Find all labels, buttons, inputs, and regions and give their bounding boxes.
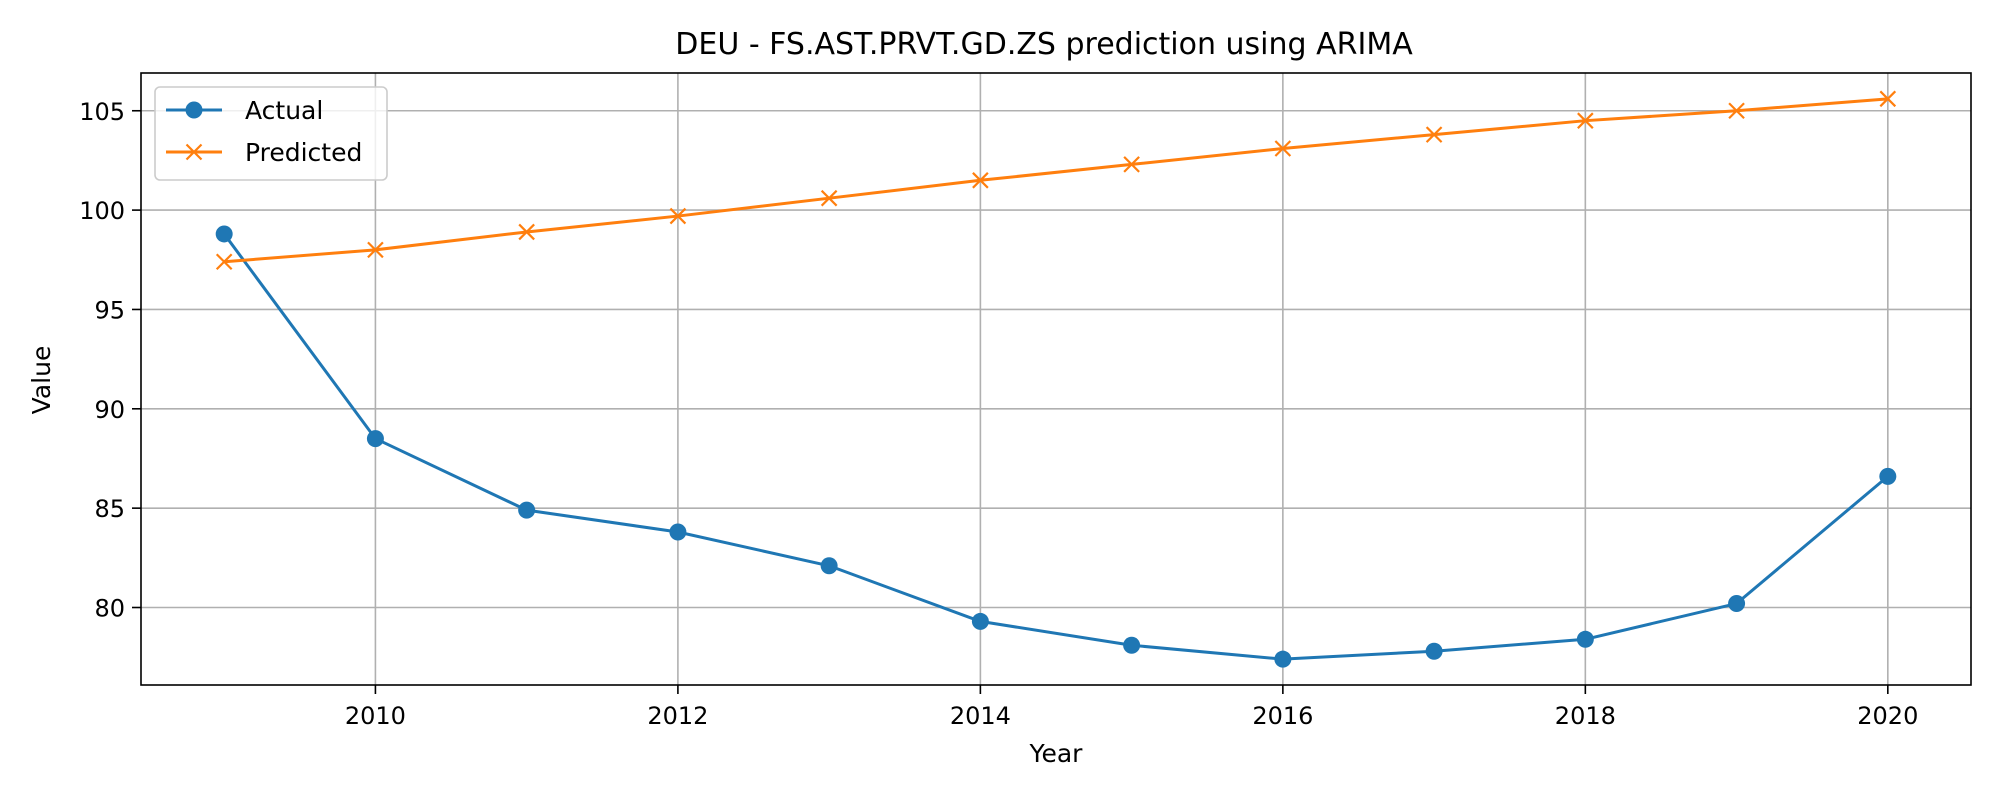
actual-point [366, 430, 384, 448]
predicted-point-stroke-b [1274, 140, 1292, 157]
y-tick-label: 95 [94, 296, 125, 324]
y-tick-label: 105 [79, 98, 125, 126]
series-actual [215, 225, 1897, 668]
predicted-point [367, 241, 384, 259]
actual-point [518, 501, 536, 519]
predicted-point [669, 207, 687, 225]
predicted-point [1425, 126, 1443, 143]
predicted-point-stroke-b [1577, 112, 1594, 129]
actual-point [669, 523, 687, 541]
y-tick-label: 85 [94, 495, 125, 523]
predicted-point [1123, 156, 1140, 173]
legend-item-actual: Actual [166, 96, 323, 125]
grid [141, 73, 1971, 685]
x-axis-label: Year [1029, 739, 1084, 768]
predicted-point [972, 172, 989, 189]
predicted-point-stroke-b [1879, 90, 1897, 108]
predicted-point-stroke-b [669, 207, 687, 225]
plot-frame [140, 72, 1972, 686]
predicted-point-stroke-b [518, 223, 535, 241]
predicted-point [518, 223, 535, 241]
y-tick-label: 90 [94, 396, 125, 424]
legend-label-actual: Actual [245, 96, 323, 125]
actual-point [1274, 650, 1292, 668]
actual-line [222, 233, 1889, 661]
x-tick-label: 2014 [950, 702, 1011, 730]
predicted-point [820, 189, 838, 207]
x-tick-label: 2018 [1555, 702, 1616, 730]
x-tick-label: 2020 [1857, 702, 1918, 730]
actual-point [1123, 636, 1141, 654]
actual-point [1728, 595, 1746, 613]
y-tick-label: 100 [79, 197, 125, 225]
y-axis: 80 85 90 95 100 105 [79, 98, 141, 623]
predicted-point-stroke-b [215, 253, 233, 271]
predicted-point-stroke-b [367, 241, 384, 259]
predicted-point [1728, 102, 1745, 120]
series-layer [215, 90, 1897, 668]
actual-point [1425, 642, 1443, 660]
x-tick-label: 2010 [345, 702, 406, 730]
predicted-point-stroke-b [1728, 102, 1745, 120]
predicted-point-stroke-b [1123, 156, 1140, 173]
legend: Actual Predicted [154, 86, 388, 181]
y-tick-label: 80 [94, 595, 125, 623]
legend-marker-predicted-stroke-b [185, 143, 203, 161]
x-axis: 2010 2012 2014 2016 2018 2020 [345, 685, 1918, 730]
predicted-point-stroke-b [1425, 126, 1443, 143]
legend-marker-actual [185, 101, 203, 119]
series-predicted [215, 90, 1897, 271]
chart-title: DEU - FS.AST.PRVT.GD.ZS prediction using… [675, 27, 1413, 62]
predicted-point-stroke-b [820, 189, 838, 207]
legend-label-predicted: Predicted [245, 138, 362, 167]
actual-point [971, 612, 989, 630]
predicted-point [1274, 140, 1292, 157]
legend-marker-predicted [185, 143, 203, 161]
legend-item-predicted: Predicted [166, 138, 362, 167]
actual-point [1576, 630, 1594, 648]
x-tick-label: 2016 [1252, 702, 1313, 730]
actual-point [215, 225, 233, 243]
predicted-point [215, 253, 233, 271]
actual-point [1879, 467, 1897, 485]
y-axis-label: Value [27, 346, 56, 415]
predicted-point-stroke-b [972, 172, 989, 189]
predicted-point [1577, 112, 1594, 129]
predicted-point [1879, 90, 1897, 108]
actual-point [820, 557, 838, 575]
predicted-line [224, 97, 1888, 264]
x-tick-label: 2012 [647, 702, 708, 730]
